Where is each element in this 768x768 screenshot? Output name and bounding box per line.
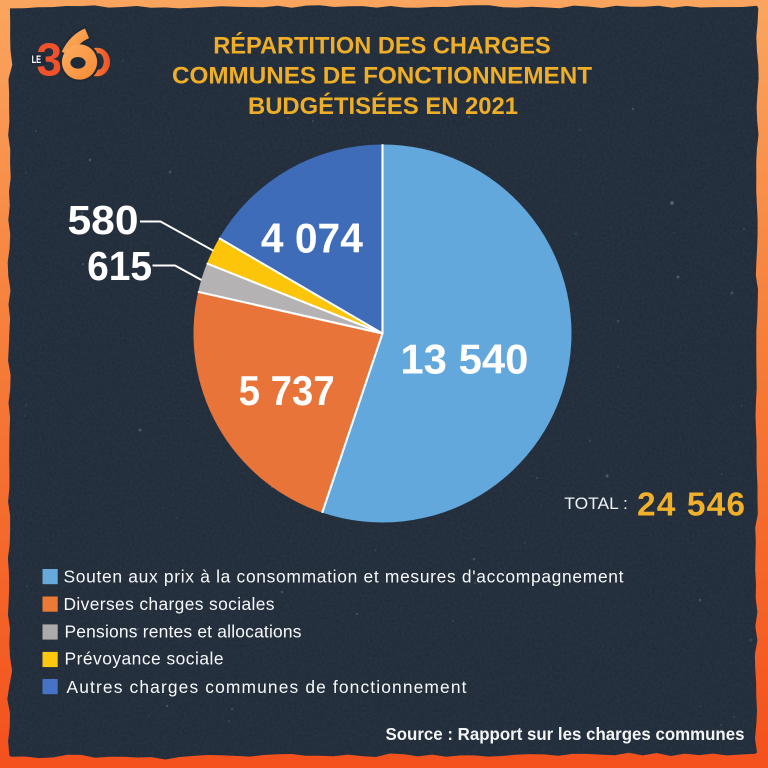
svg-text:24 546: 24 546 [637, 486, 746, 523]
svg-text:Diverses charges sociales: Diverses charges sociales [64, 594, 275, 614]
svg-text:BUDGÉTISÉES EN 2021: BUDGÉTISÉES EN 2021 [248, 92, 518, 120]
svg-text:615: 615 [87, 243, 152, 289]
svg-text:580: 580 [68, 197, 139, 243]
svg-text:Souten aux prix à la consommat: Souten aux prix à la consommation et mes… [64, 567, 624, 587]
svg-text:3: 3 [37, 33, 63, 85]
svg-text:LE: LE [32, 54, 41, 66]
svg-text:Autres charges communes de fon: Autres charges communes de fonctionnemen… [67, 677, 467, 697]
svg-text:4 074: 4 074 [261, 214, 364, 261]
svg-text:Pensions rentes et allocations: Pensions rentes et allocations [65, 621, 302, 641]
svg-text:Prévoyance sociale: Prévoyance sociale [65, 649, 224, 669]
svg-text:RÉPARTITION DES CHARGES: RÉPARTITION DES CHARGES [213, 31, 551, 59]
svg-text:TOTAL :: TOTAL : [564, 495, 628, 513]
svg-text:13 540: 13 540 [400, 336, 528, 383]
svg-text:Source : Rapport sur les charg: Source : Rapport sur les charges commune… [386, 724, 745, 744]
svg-text:COMMUNES DE FONCTIONNEMENT: COMMUNES DE FONCTIONNEMENT [172, 63, 592, 90]
svg-text:5 737: 5 737 [239, 367, 335, 414]
